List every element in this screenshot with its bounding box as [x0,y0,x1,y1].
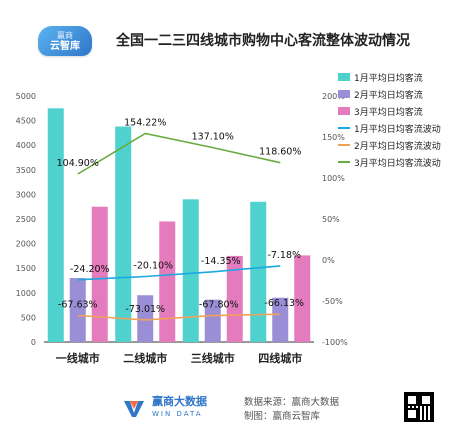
line-data-label: 104.90% [57,158,99,169]
line-data-label: -24.20% [70,264,110,275]
legend-label: 3月平均日均客流波动 [354,157,441,169]
right-axis-tick-label: 150% [322,133,345,142]
bar-2-1 [69,278,86,342]
left-axis-tick-label: 4500 [16,117,36,126]
line-data-label: -67.80% [199,300,239,311]
legend-label: 1月平均日均客流波动 [354,123,441,135]
line-data-label: 154.22% [124,118,166,129]
qr-code-icon [404,392,434,422]
bar-1-2 [115,126,132,342]
line-data-label: -73.01% [125,304,165,315]
footer-brand-cn: 赢商大数据 [152,395,207,408]
bar-3-1 [91,206,108,342]
line-data-label: -66.13% [264,298,304,309]
left-axis-tick-label: 1500 [16,264,36,273]
line-data-label: 118.60% [259,147,301,158]
brand-badge-line2: 云智库 [50,41,80,52]
bar-2-4 [272,297,289,342]
right-axis-tick-label: -100% [322,338,348,347]
right-axis-tick-label: 200% [322,92,345,101]
category-label: 三线城市 [191,351,235,365]
category-label: 一线城市 [56,351,100,365]
legend-swatch-bar-3 [338,107,350,115]
left-axis-tick-label: 5000 [16,92,36,101]
bar-1-4 [250,201,267,342]
legend-label: 1月平均日均客流 [354,72,423,84]
left-axis-tick-label: 2500 [16,215,36,224]
brand-badge-line1: 赢商 [57,31,73,40]
line-series-1 [77,265,281,281]
legend-swatch-bar-1 [338,73,350,81]
bar-3-4 [294,255,311,342]
win-data-logo-icon [124,401,144,417]
source-text: 数据来源：赢商大数据 制图：赢商云智库 [244,396,339,424]
bar-1-1 [47,108,64,342]
category-label: 四线城市 [258,351,302,365]
category-label: 二线城市 [123,351,167,365]
line-series-3 [77,132,281,175]
line-data-label: -20.10% [133,260,173,271]
right-axis-tick-label: 100% [322,174,345,183]
left-axis-tick-label: 4000 [16,141,36,150]
legend-label: 2月平均日均客流 [354,89,423,101]
bar-2-2 [137,295,154,342]
bar-3-2 [159,221,176,342]
source-line-2: 制图：赢商云智库 [244,411,321,422]
source-line-1: 数据来源：赢商大数据 [244,397,340,408]
left-axis-tick-label: 2000 [16,240,36,249]
left-axis-tick-label: 1000 [16,289,36,298]
bar-3-3 [226,255,243,342]
left-axis-tick-label: 3500 [16,166,36,175]
right-axis-tick-label: 0% [322,256,335,265]
footer-brand: 赢商大数据 WIN DATA [122,396,207,420]
right-axis-tick-label: -50% [322,297,343,306]
left-axis-tick-label: 3000 [16,190,36,199]
line-data-label: -14.35% [201,256,241,267]
line-data-label: -67.63% [58,299,98,310]
footer-brand-en: WIN DATA [152,410,203,418]
chart-title: 全国一二三四线城市购物中心客流整体波动情况 [116,33,410,49]
right-axis-tick-label: 50% [322,215,340,224]
line-data-label: 137.10% [192,132,234,143]
bar-2-3 [204,299,221,342]
left-axis-tick-label: 0 [31,338,36,347]
brand-logo-badge: 赢商 云智库 [38,26,92,56]
legend-label: 2月平均日均客流波动 [354,140,441,152]
left-axis-tick-label: 500 [21,313,36,322]
bar-1-3 [182,199,199,342]
legend-swatch-bar-2 [338,90,350,98]
legend-label: 3月平均日均客流 [354,106,423,118]
line-data-label: -7.18% [267,250,301,261]
line-series-2 [77,313,281,321]
